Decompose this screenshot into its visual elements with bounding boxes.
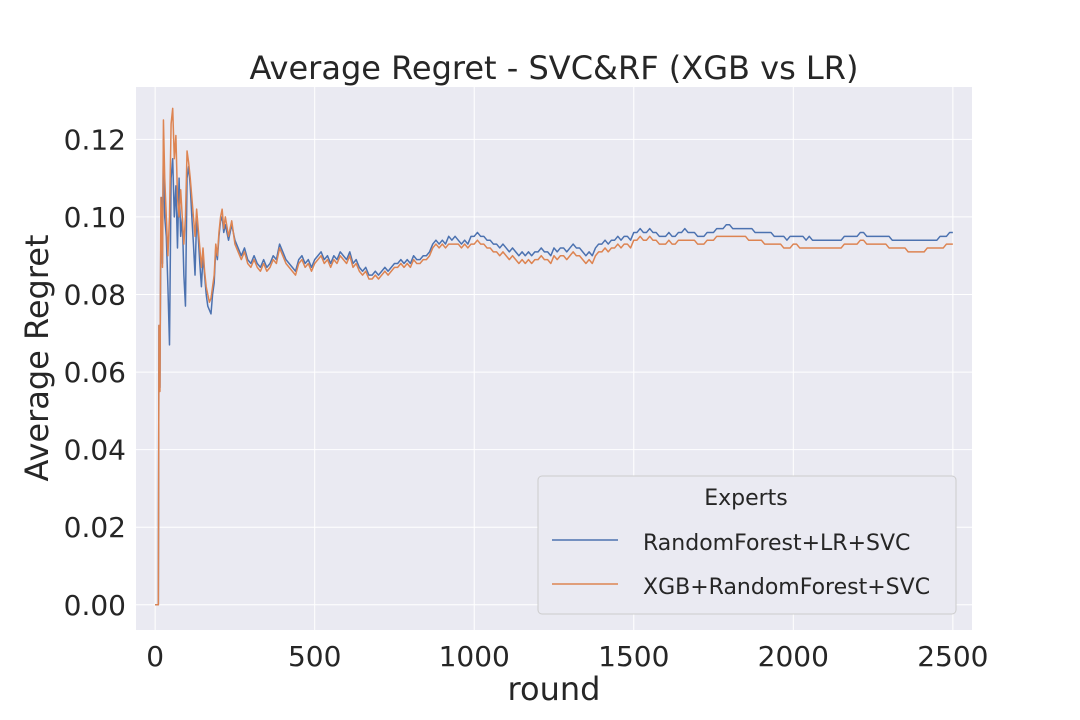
legend-title: Experts <box>704 486 788 511</box>
x-tick-label: 1500 <box>598 640 669 673</box>
chart-title: Average Regret - SVC&RF (XGB vs LR) <box>250 49 859 87</box>
legend-label-series-1: RandomForest+LR+SVC <box>643 531 910 556</box>
x-axis-label: round <box>508 670 601 708</box>
legend: Experts RandomForest+LR+SVC XGB+RandomFo… <box>537 475 957 615</box>
y-tick-label: 0.08 <box>64 279 126 312</box>
y-tick-label: 0.12 <box>64 123 126 156</box>
legend-label-series-2: XGB+RandomForest+SVC <box>643 575 930 600</box>
y-tick-label: 0.00 <box>64 589 126 622</box>
x-tick-label: 1000 <box>439 640 510 673</box>
x-tick-label: 2500 <box>917 640 988 673</box>
y-axis-ticks: 0.00 0.02 0.04 0.06 0.08 0.10 0.12 <box>64 123 126 621</box>
y-tick-label: 0.06 <box>64 356 126 389</box>
y-tick-label: 0.02 <box>64 511 126 544</box>
x-tick-label: 2000 <box>758 640 829 673</box>
y-axis-label: Average Regret <box>18 234 56 481</box>
x-axis-ticks: 0 500 1000 1500 2000 2500 <box>146 640 988 673</box>
x-tick-label: 0 <box>146 640 164 673</box>
series-line-2 <box>155 107 953 606</box>
legend-box <box>537 475 957 615</box>
series-line-1 <box>155 138 953 606</box>
series-layer <box>155 107 953 606</box>
x-tick-label: 500 <box>288 640 341 673</box>
y-tick-label: 0.10 <box>64 201 126 234</box>
y-tick-label: 0.04 <box>64 434 126 467</box>
